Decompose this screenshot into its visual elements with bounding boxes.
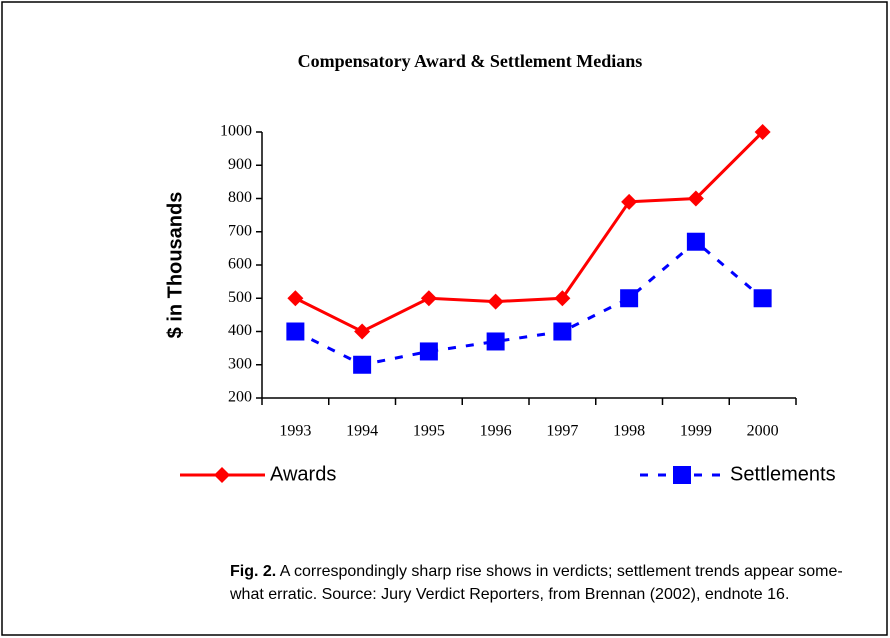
x-tick-label: 1996 [480,423,512,440]
legend-marker [214,467,230,483]
y-tick-label: 700 [228,222,252,239]
caption-text: A correspondingly sharp rise shows in ve… [280,563,843,580]
series-line [294,239,764,367]
data-point [287,290,304,307]
y-axis-label: $ in Thousands [164,192,186,339]
legend-label: Settlements [730,463,836,485]
data-point [486,332,505,351]
y-tick-label: 300 [228,355,252,372]
data-point [354,323,371,340]
data-point [487,293,504,310]
legend-label: Awards [270,463,336,485]
series-line [294,130,764,334]
chart-title: Compensatory Award & Settlement Medians [298,51,643,71]
data-point [621,193,638,210]
data-point [686,232,705,251]
data-point [353,355,372,374]
data-point [419,342,438,361]
y-tick-label: 400 [228,322,252,339]
data-point [554,290,571,307]
y-tick-label: 900 [228,156,252,173]
x-tick-label: 1998 [613,423,645,440]
x-tick-label: 2000 [747,423,779,440]
y-tick-label: 1000 [220,123,252,140]
caption-line: what erratic. Source: Jury Verdict Repor… [229,586,789,603]
x-tick-label: 1999 [680,423,712,440]
data-point [687,190,704,207]
y-tick-label: 200 [228,389,252,406]
y-tick-label: 800 [228,189,252,206]
x-tick-label: 1994 [346,423,378,440]
legend-marker [673,466,691,484]
data-point [286,322,305,341]
data-point [420,290,437,307]
x-tick-label: 1995 [413,423,445,440]
data-point [754,124,771,140]
caption-label: Fig. 2. [230,563,276,580]
y-tick-label: 500 [228,289,252,306]
data-point [620,289,639,308]
y-tick-label: 600 [228,256,252,273]
x-tick-label: 1997 [546,423,578,440]
x-tick-label: 1993 [279,423,311,440]
caption-line: Fig. 2. A correspondingly sharp rise sho… [230,563,843,580]
data-point [553,322,572,341]
data-point [753,289,772,308]
